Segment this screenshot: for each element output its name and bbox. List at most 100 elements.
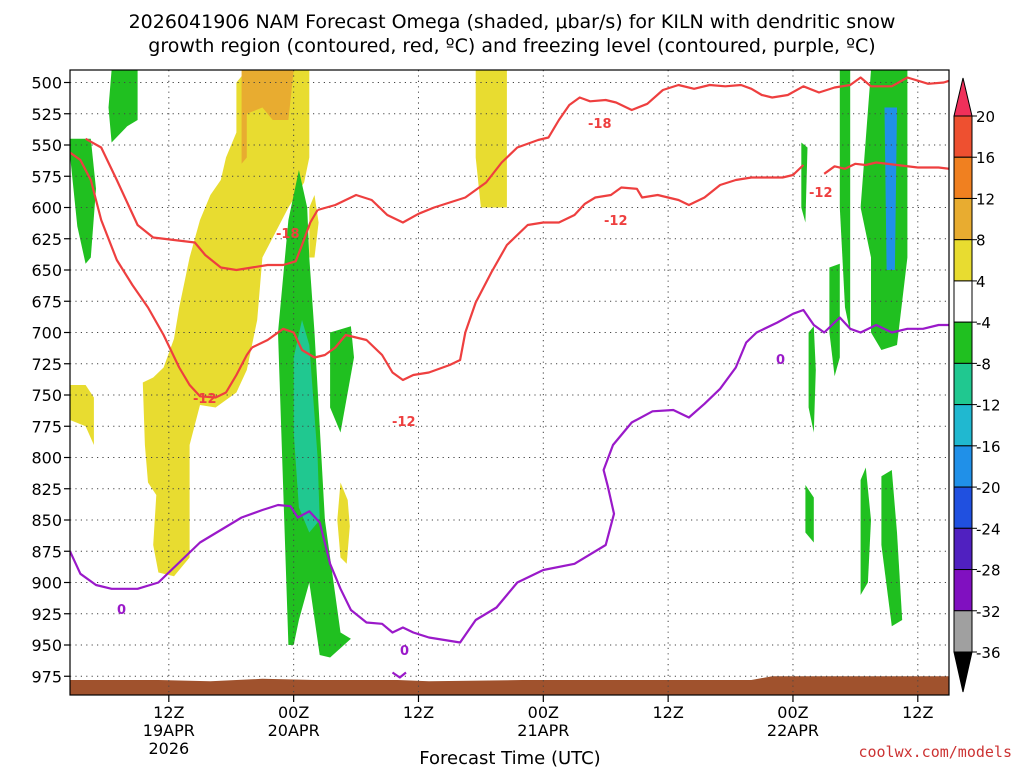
omega-region bbox=[70, 138, 96, 264]
red-contour-label: -12 bbox=[809, 186, 833, 201]
colorbar-label: -20 bbox=[976, 479, 1001, 497]
omega-region bbox=[884, 107, 897, 270]
contour-line bbox=[391, 671, 407, 679]
x-tick-label: 22APR bbox=[767, 721, 819, 740]
y-tick-label: 550 bbox=[31, 136, 62, 155]
colorbar-label: -36 bbox=[976, 644, 1001, 662]
colorbar-label: -4 bbox=[976, 314, 991, 332]
x-tick-label: 00Z bbox=[528, 703, 559, 722]
omega-shading bbox=[70, 70, 908, 658]
ground-terrain bbox=[70, 676, 949, 695]
purple-contour-label: 0 bbox=[117, 603, 126, 618]
colorbar-swatch bbox=[953, 610, 973, 653]
y-tick-label: 600 bbox=[31, 199, 62, 218]
colorbar-label: 8 bbox=[976, 232, 986, 250]
omega-region bbox=[475, 70, 507, 208]
colorbar-swatch bbox=[953, 239, 973, 282]
x-tick-label: 12Z bbox=[902, 703, 933, 722]
contour-line bbox=[317, 76, 949, 224]
colorbar-swatch bbox=[953, 280, 973, 323]
x-tick-label: 12Z bbox=[652, 703, 683, 722]
x-tick-label: 12Z bbox=[403, 703, 434, 722]
colorbar-swatch bbox=[953, 569, 973, 612]
red-contour-label: -18 bbox=[276, 227, 300, 242]
y-tick-label: 750 bbox=[31, 386, 62, 405]
colorbar-label: 16 bbox=[976, 149, 995, 167]
omega-region bbox=[805, 485, 814, 543]
omega-region bbox=[808, 326, 816, 433]
omega-region bbox=[70, 385, 94, 445]
omega-region bbox=[829, 263, 840, 377]
purple-contour-label: 0 bbox=[400, 644, 409, 659]
red-contour-label: -12 bbox=[392, 415, 416, 430]
y-tick-label: 900 bbox=[31, 574, 62, 593]
contour-line bbox=[70, 308, 949, 644]
y-tick-label: 975 bbox=[31, 667, 62, 686]
omega-region bbox=[278, 170, 351, 658]
colorbar: 20 16 12 8 4 -4 -8 -12 -16 -20 -24 -28 -32 -36 bbox=[953, 77, 1001, 693]
colorbar-label: -16 bbox=[976, 438, 1001, 456]
colorbar-label: -12 bbox=[976, 397, 1001, 415]
omega-region bbox=[801, 142, 808, 223]
colorbar-swatch bbox=[953, 115, 973, 158]
colorbar-swatch bbox=[953, 404, 973, 447]
red-contour-label: -18 bbox=[588, 117, 612, 132]
omega-region bbox=[293, 320, 320, 533]
y-tick-label: 950 bbox=[31, 636, 62, 655]
y-tick-label: 875 bbox=[31, 542, 62, 561]
colorbar-swatch bbox=[953, 156, 973, 199]
x-tick-label: 21APR bbox=[517, 721, 569, 740]
colorbar-swatch bbox=[953, 362, 973, 406]
y-tick-label: 575 bbox=[31, 167, 62, 186]
y-tick-label: 500 bbox=[31, 74, 62, 93]
red-contour-label: -12 bbox=[193, 392, 217, 407]
colorbar-label: -32 bbox=[976, 603, 1001, 621]
y-tick-label: 525 bbox=[31, 105, 62, 124]
contour-line bbox=[70, 151, 253, 399]
colorbar-label: -8 bbox=[976, 355, 991, 373]
colorbar-swatch bbox=[953, 445, 973, 488]
colorbar-swatch bbox=[953, 197, 973, 241]
y-tick-label: 850 bbox=[31, 511, 62, 530]
contour-lines bbox=[70, 76, 949, 679]
x-tick-label: 20APR bbox=[268, 721, 320, 740]
colorbar-swatch bbox=[953, 321, 973, 364]
y-tick-label: 675 bbox=[31, 292, 62, 311]
y-tick-label: 825 bbox=[31, 480, 62, 499]
contour-line bbox=[251, 164, 805, 382]
omega-region bbox=[881, 470, 903, 627]
x-tick-label: 00Z bbox=[777, 703, 808, 722]
y-tick-label: 775 bbox=[31, 417, 62, 436]
omega-region bbox=[860, 467, 871, 595]
y-axis: 500 525 550 575 600 625 650 675 700 725 750 775 800 8… bbox=[31, 74, 70, 686]
contour-line bbox=[85, 137, 319, 272]
y-tick-label: 925 bbox=[31, 605, 62, 624]
x-tick-label: 19APR bbox=[143, 721, 195, 740]
chart-title-line-2: growth region (contoured, red, ºC) and f… bbox=[148, 35, 875, 57]
plot-frame bbox=[69, 69, 950, 696]
chart-title-line-1: 2026041906 NAM Forecast Omega (shaded, μ… bbox=[129, 11, 896, 33]
x-tick-label: 12Z bbox=[153, 703, 184, 722]
y-tick-label: 800 bbox=[31, 449, 62, 468]
ground-fill bbox=[70, 676, 949, 695]
colorbar-cap-top bbox=[953, 77, 973, 117]
omega-region bbox=[860, 70, 908, 350]
credit-text: coolwx.com/models bbox=[858, 743, 1012, 761]
omega-region bbox=[108, 70, 138, 143]
contour-labels: -18 -18 -12 -12 -12 -12 0 0 0 bbox=[117, 117, 833, 659]
y-tick-label: 725 bbox=[31, 355, 62, 374]
colorbar-label: -28 bbox=[976, 562, 1001, 580]
colorbar-label: -24 bbox=[976, 520, 1001, 538]
omega-region bbox=[330, 326, 354, 433]
red-contour-label: -12 bbox=[604, 214, 628, 229]
y-tick-label: 700 bbox=[31, 324, 62, 343]
omega-region bbox=[337, 482, 350, 564]
colorbar-label: 4 bbox=[976, 273, 986, 291]
colorbar-label: 20 bbox=[976, 108, 995, 126]
colorbar-label: 12 bbox=[976, 190, 995, 208]
contour-line bbox=[823, 161, 949, 175]
x-axis-title: Forecast Time (UTC) bbox=[419, 748, 600, 768]
grid-lines bbox=[70, 70, 949, 695]
